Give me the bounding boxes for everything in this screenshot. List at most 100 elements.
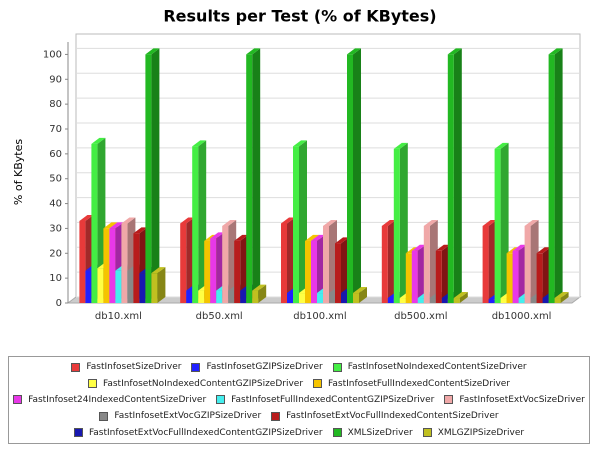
y-tick-label: 20 — [49, 248, 62, 259]
bar-top — [145, 48, 160, 55]
legend-label: FastInfosetSizeDriver — [86, 362, 182, 373]
legend-item: FastInfosetExtVocFullIndexedContentSizeD… — [271, 411, 499, 422]
x-tick-label: db100.xml — [293, 311, 346, 322]
bar-top — [192, 140, 207, 147]
bar — [293, 146, 299, 303]
bar — [234, 240, 241, 303]
y-tick-label: 0 — [56, 298, 62, 309]
bar — [121, 223, 128, 303]
bar — [399, 298, 406, 303]
legend-item: FastInfosetNoIndexedContentGZIPSizeDrive… — [87, 378, 304, 389]
bar — [417, 298, 424, 303]
bar — [554, 298, 561, 303]
bar — [79, 220, 86, 303]
bar — [127, 270, 134, 303]
bar — [518, 298, 525, 303]
legend-item: FastInfosetFullIndexedContentGZIPSizeDri… — [216, 395, 434, 405]
bar — [453, 298, 460, 303]
bar-top — [494, 142, 509, 149]
bar-top — [281, 217, 295, 224]
bar-top — [311, 234, 325, 241]
bar-top — [554, 292, 569, 299]
bar — [335, 243, 341, 303]
bar — [222, 225, 229, 303]
y-tick-label: 10 — [49, 273, 62, 284]
bar — [435, 250, 442, 303]
legend-item: XMLGZIPSizeDriver — [422, 428, 524, 438]
legend-label: FastInfosetNoIndexedContentSizeDriver — [347, 362, 527, 373]
bar-top — [335, 237, 349, 244]
legend-swatch — [71, 362, 81, 372]
bar — [512, 250, 519, 303]
bar — [347, 54, 353, 303]
bar — [287, 293, 293, 303]
bar — [423, 225, 430, 303]
y-tick-label: 90 — [49, 74, 62, 85]
bar — [252, 290, 259, 303]
legend-label: FastInfosetNoIndexedContentGZIPSizeDrive… — [102, 378, 304, 389]
legend-label: FastInfosetFullIndexedContentSizeDriver — [328, 378, 511, 389]
bar — [139, 273, 146, 303]
bar-top — [536, 247, 551, 254]
bar-top — [482, 219, 497, 226]
legend-label: FastInfosetExtVocFullIndexedContentSizeD… — [286, 411, 499, 422]
bar — [536, 253, 543, 303]
bar-top — [133, 227, 148, 234]
legend-item: FastInfosetFullIndexedContentSizeDriver — [313, 379, 510, 389]
bar-top — [234, 234, 249, 241]
bar-top — [411, 244, 426, 251]
bar — [281, 223, 287, 303]
bar — [180, 223, 187, 303]
bar — [329, 293, 335, 303]
bar-top — [347, 48, 361, 55]
bar — [204, 240, 211, 303]
bar-top — [393, 142, 408, 149]
bar — [482, 225, 489, 303]
bar — [305, 240, 311, 303]
chart-title: Results per Test (% of KBytes) — [163, 7, 436, 26]
legend-swatch — [216, 395, 226, 405]
bar — [216, 290, 223, 303]
legend-item: FastInfosetNoIndexedContentSizeDriver — [332, 362, 527, 373]
x-tick-label: db50.xml — [196, 311, 243, 322]
bar-top — [447, 48, 462, 55]
bar-top — [79, 214, 94, 221]
legend-label: FastInfosetExtVocFullIndexedContentGZIPS… — [88, 427, 323, 438]
bar — [103, 228, 110, 303]
bar — [109, 228, 116, 303]
bar — [299, 293, 305, 303]
bar-top — [293, 140, 307, 147]
bar-side — [459, 292, 468, 303]
bar — [393, 148, 400, 303]
bar — [530, 298, 537, 303]
bar — [210, 238, 217, 303]
legend-label: XMLSizeDriver — [347, 427, 413, 438]
bar-side — [157, 267, 166, 303]
bar — [145, 54, 152, 303]
bar-side — [258, 284, 267, 303]
legend-item: FastInfosetExtVocFullIndexedContentGZIPS… — [73, 427, 323, 438]
y-tick-label: 30 — [49, 223, 62, 234]
bar-top — [435, 244, 450, 251]
legend-label: FastInfosetGZIPSizeDriver — [206, 362, 323, 373]
legend-label: FastInfosetFullIndexedContentGZIPSizeDri… — [231, 394, 435, 405]
y-tick-label: 80 — [49, 99, 62, 110]
bar-top — [222, 219, 237, 226]
y-tick-label: 100 — [43, 49, 62, 60]
bar — [240, 290, 247, 303]
bar — [411, 250, 418, 303]
bar — [311, 240, 317, 303]
bar-top — [180, 217, 195, 224]
bar-side — [554, 48, 563, 303]
bar-top — [246, 48, 261, 55]
bar — [506, 253, 513, 303]
legend-swatch — [13, 395, 23, 405]
legend-swatch — [271, 411, 281, 421]
bar-top — [252, 284, 267, 291]
bar — [405, 253, 412, 303]
legend-item: FastInfosetExtVocGZIPSizeDriver — [99, 411, 261, 421]
bar — [228, 290, 235, 303]
legend-label: FastInfoset24IndexedContentSizeDriver — [28, 394, 207, 405]
bar — [192, 146, 199, 303]
